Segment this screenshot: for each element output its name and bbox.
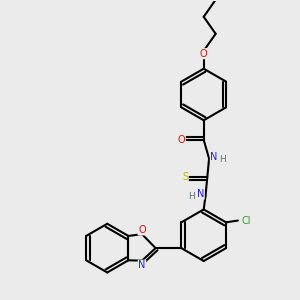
Text: N: N — [210, 152, 218, 162]
Text: Cl: Cl — [241, 215, 251, 226]
Text: N: N — [138, 260, 146, 270]
Text: O: O — [138, 225, 146, 235]
Text: O: O — [178, 135, 185, 145]
Text: S: S — [182, 172, 188, 182]
Text: N: N — [197, 189, 204, 199]
Text: H: H — [219, 155, 226, 164]
Text: H: H — [188, 192, 195, 201]
Text: O: O — [200, 49, 208, 59]
